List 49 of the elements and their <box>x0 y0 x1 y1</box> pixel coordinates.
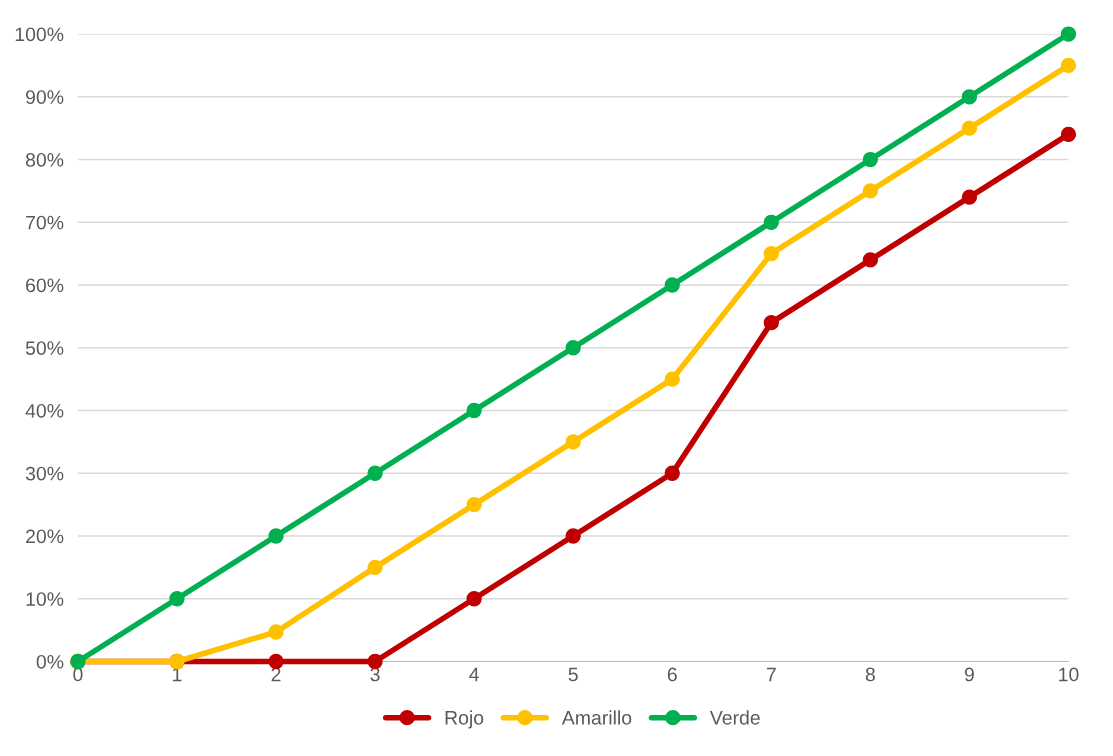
point <box>565 528 581 544</box>
point <box>565 340 581 356</box>
point <box>961 89 978 105</box>
x-tick-label: 9 <box>964 667 974 682</box>
y-tick-label: 100% <box>15 27 64 42</box>
point <box>169 591 185 607</box>
x-tick-label: 8 <box>865 667 875 682</box>
point <box>466 496 482 513</box>
point <box>367 465 383 481</box>
y-tick-label: 0% <box>36 654 64 669</box>
y-tick-label: 10% <box>26 592 64 606</box>
point <box>961 120 978 136</box>
y-tick-label: 70% <box>26 215 64 230</box>
point <box>466 591 482 607</box>
x-tick-label: 10 <box>1059 667 1079 682</box>
y-tick-label: 30% <box>25 466 64 481</box>
point <box>664 465 680 481</box>
point <box>763 214 779 230</box>
point <box>763 315 779 331</box>
point <box>268 653 284 670</box>
y-tick-label: 20% <box>26 529 64 544</box>
y-tick-label: 40% <box>25 403 64 418</box>
legend-label: Amarillo <box>561 710 632 725</box>
point <box>763 245 779 262</box>
x-tick-label: 5 <box>568 667 578 682</box>
legend-label: Verde <box>709 710 760 725</box>
x-tick-label: 6 <box>667 667 677 682</box>
point <box>268 624 284 640</box>
x-tick-label: 4 <box>469 667 479 682</box>
y-tick-label: 90% <box>26 90 64 104</box>
point <box>268 528 284 544</box>
point <box>1060 57 1077 74</box>
point <box>367 653 383 670</box>
point <box>466 402 482 419</box>
x-tick-label: 7 <box>766 667 776 682</box>
point <box>862 183 879 199</box>
point <box>664 371 680 387</box>
point <box>1060 26 1077 42</box>
legend-label: Rojo <box>445 710 484 729</box>
y-tick-label: 80% <box>25 152 64 167</box>
point <box>664 277 680 293</box>
point <box>862 151 879 168</box>
point <box>862 252 879 268</box>
y-tick-label: 60% <box>26 278 64 293</box>
point <box>565 434 581 450</box>
point <box>367 559 383 576</box>
y-tick-label: 50% <box>25 341 64 355</box>
point <box>1060 126 1077 143</box>
point <box>961 189 978 205</box>
